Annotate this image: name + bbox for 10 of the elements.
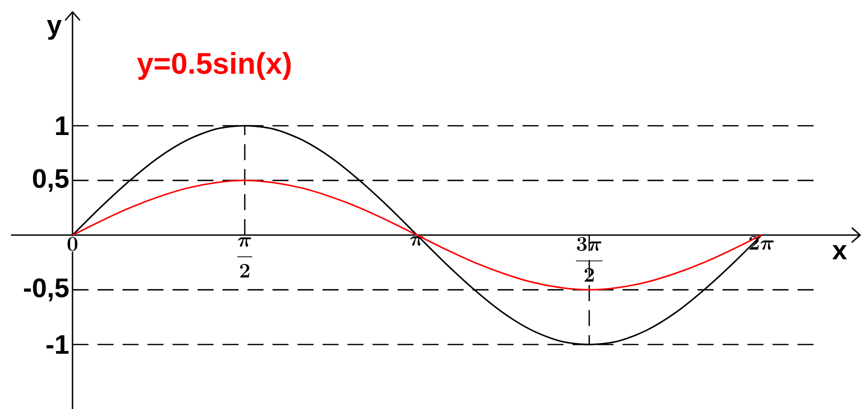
y-tick-label: 1 [56,116,69,135]
y-tick-label: -1 [46,335,69,354]
x-tick-label: $0$ [68,237,78,251]
x-axis-title: x [832,245,847,260]
x-tick-label: $\frac{3\pi}{2}$ [576,237,602,282]
y-tick-label: -0,5 [24,278,69,302]
y-axis-title: y [47,20,62,40]
x-tick-label: $\frac{\pi}{2}$ [237,237,252,278]
y-tick-label: 0,5 [32,168,69,192]
text: y=0.5sin(x) [137,52,291,80]
